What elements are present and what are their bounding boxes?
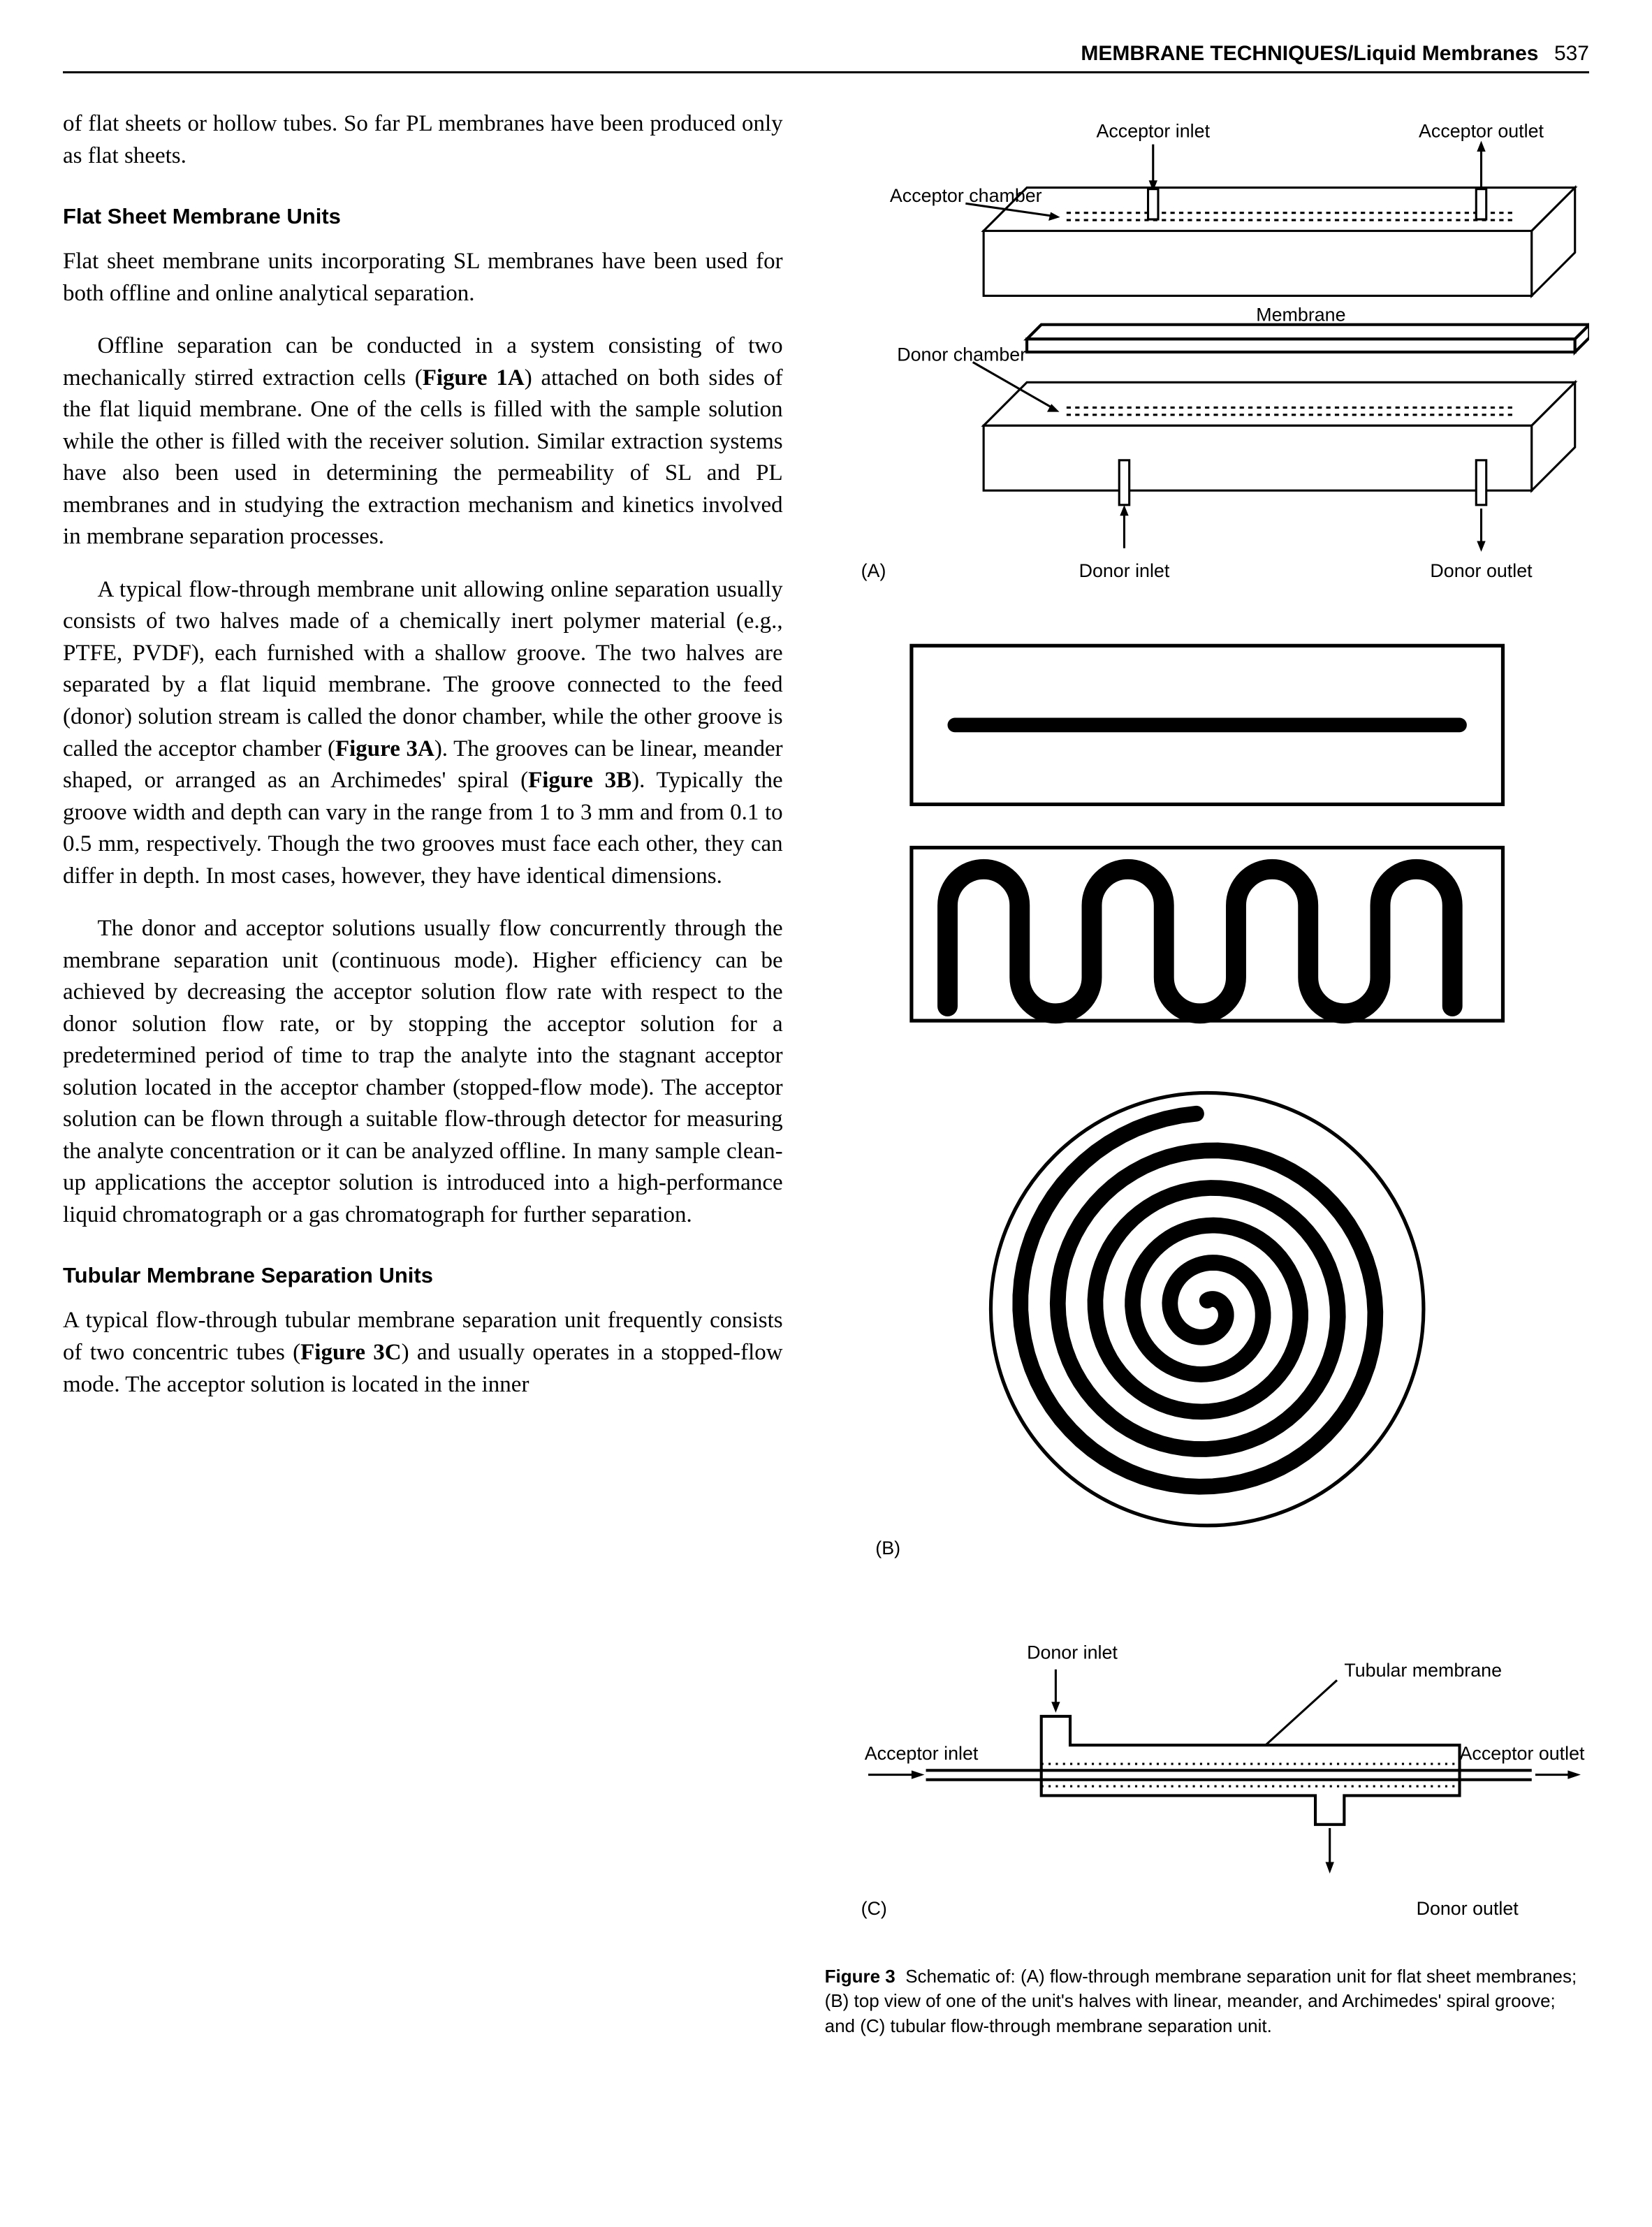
figure-3c-diagram: Donor inlet Tubular membrane Acceptor in… <box>825 1630 1589 1947</box>
figure-3b-diagram: (B) <box>825 617 1589 1626</box>
label-acceptor-inlet-c: Acceptor inlet <box>864 1743 978 1764</box>
paragraph: Flat sheet membrane units incorporating … <box>63 246 783 309</box>
panel-c-label: (C) <box>861 1898 886 1919</box>
figure-3: Acceptor inlet Acceptor outlet <box>825 108 1589 2038</box>
two-column-layout: of flat sheets or hollow tubes. So far P… <box>63 108 1589 2038</box>
label-donor-outlet: Donor outlet <box>1430 560 1533 581</box>
heading-flat-sheet: Flat Sheet Membrane Units <box>63 204 783 229</box>
label-donor-outlet-c: Donor outlet <box>1416 1898 1519 1919</box>
heading-tubular: Tubular Membrane Separation Units <box>63 1263 783 1288</box>
paragraph: Offline separation can be conducted in a… <box>63 330 783 553</box>
paragraph: of flat sheets or hollow tubes. So far P… <box>63 108 783 172</box>
panel-a-label: (A) <box>861 560 886 581</box>
label-donor-inlet-c: Donor inlet <box>1027 1642 1118 1663</box>
label-tubular-membrane: Tubular membrane <box>1344 1660 1502 1681</box>
paragraph: The donor and acceptor solutions usually… <box>63 913 783 1231</box>
label-acceptor-inlet: Acceptor inlet <box>1096 120 1210 141</box>
paragraph: A typical flow-through membrane unit all… <box>63 574 783 892</box>
label-donor-inlet: Donor inlet <box>1079 560 1169 581</box>
left-column: of flat sheets or hollow tubes. So far P… <box>63 108 783 2038</box>
header-section-title: MEMBRANE TECHNIQUES/Liquid Membranes <box>1081 42 1538 65</box>
figure-3a-diagram: Acceptor inlet Acceptor outlet <box>825 108 1589 613</box>
right-column: Acceptor inlet Acceptor outlet <box>825 108 1589 2038</box>
header-page-number: 537 <box>1554 42 1589 65</box>
running-header: MEMBRANE TECHNIQUES/Liquid Membranes 537 <box>63 42 1589 73</box>
panel-b-label: (B) <box>875 1538 900 1558</box>
label-acceptor-outlet-c: Acceptor outlet <box>1459 1743 1585 1764</box>
paragraph: A typical flow-through tubular membrane … <box>63 1305 783 1401</box>
label-membrane: Membrane <box>1256 305 1345 326</box>
label-donor-chamber: Donor chamber <box>897 344 1026 365</box>
figure-3-caption: Figure 3 Schematic of: (A) flow-through … <box>825 1964 1589 2038</box>
label-acceptor-outlet: Acceptor outlet <box>1419 120 1544 141</box>
